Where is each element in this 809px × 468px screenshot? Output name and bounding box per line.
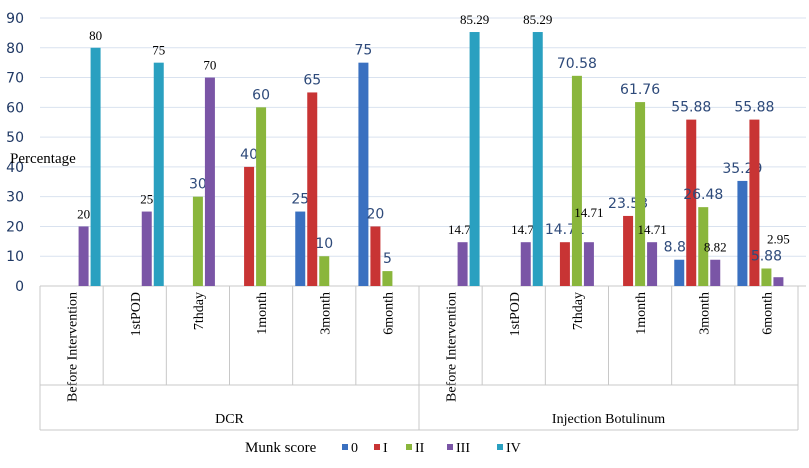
bar-0: [737, 180, 748, 286]
y-tick-label: 0: [15, 279, 24, 295]
x-tick-label: 3month: [318, 292, 333, 335]
bar-IV: [469, 32, 480, 287]
group-label: DCR: [215, 412, 244, 427]
y-tick-label: 70: [6, 71, 24, 87]
legend-swatch-I: [374, 444, 380, 450]
data-label: 40: [240, 147, 258, 163]
y-tick-label: 40: [6, 160, 24, 176]
data-label: 80: [89, 28, 102, 43]
data-label: 30: [189, 177, 207, 193]
data-label: 2.95: [767, 231, 790, 246]
x-tick-label: 1stPOD: [508, 292, 523, 336]
x-tick-label: Before Intervention: [66, 292, 81, 402]
data-label: 26.48: [683, 187, 723, 203]
x-tick-label: 6month: [760, 292, 775, 335]
bar-0: [674, 259, 685, 286]
data-label: 60: [252, 87, 270, 103]
bar-IV: [90, 47, 101, 287]
y-tick-label: 90: [6, 11, 24, 27]
data-label: 5.88: [751, 248, 782, 264]
y-axis-label: Percentage: [10, 151, 76, 167]
data-label: 14.71: [637, 222, 666, 237]
x-tick-label: 7thday: [192, 292, 207, 330]
legend-entry: 0: [351, 441, 358, 456]
legend-swatch-IV: [497, 444, 503, 450]
data-label: 75: [152, 43, 165, 58]
legend-entry: III: [456, 441, 470, 456]
bar-III: [710, 259, 721, 286]
x-tick-label: 1stPOD: [129, 292, 144, 336]
bar-II: [761, 268, 772, 286]
x-tick-label: 7thday: [571, 292, 586, 330]
data-label: 75: [355, 43, 373, 59]
bar-I: [307, 92, 318, 286]
data-label: 55.88: [671, 100, 711, 116]
bar-II: [571, 75, 582, 286]
data-label: 25: [291, 192, 309, 208]
bar-IV: [532, 32, 543, 287]
data-label: 85.29: [460, 12, 489, 27]
x-tick-label: 1month: [634, 292, 649, 335]
legend-swatch-III: [447, 444, 453, 450]
data-label: 55.88: [734, 100, 774, 116]
data-label: 85.29: [523, 12, 552, 27]
bar-I: [686, 119, 697, 286]
y-tick-label: 60: [6, 100, 24, 116]
bar-I: [623, 215, 634, 286]
bar-III: [204, 77, 215, 286]
bar-I: [749, 119, 760, 286]
data-label: 65: [303, 72, 321, 88]
bar-III: [583, 242, 594, 286]
group-label: Injection Botulinum: [552, 412, 665, 427]
data-label: 8.82: [704, 240, 727, 255]
bar-I: [559, 242, 570, 286]
data-label: 5: [383, 251, 392, 267]
bar-II: [256, 107, 267, 286]
bar-III: [78, 226, 89, 286]
bar-II: [382, 271, 393, 286]
y-tick-label: 50: [6, 130, 24, 146]
data-label: 20: [77, 206, 90, 221]
y-tick-label: 10: [6, 249, 24, 265]
y-tick-label: 80: [6, 41, 24, 57]
bar-II: [319, 256, 330, 286]
legend-swatch-II: [406, 444, 412, 450]
bar-III: [457, 242, 468, 286]
legend-entry: IV: [506, 441, 521, 456]
legend-swatch-0: [342, 444, 348, 450]
x-tick-label: 3month: [697, 292, 712, 335]
data-label: 61.76: [620, 82, 660, 98]
data-label: 70: [203, 58, 216, 73]
bar-IV: [153, 62, 164, 286]
y-tick-label: 20: [6, 219, 24, 235]
y-tick-label: 30: [6, 190, 24, 206]
data-label: 25: [140, 192, 153, 207]
bar-III: [773, 277, 784, 286]
bar-I: [370, 226, 381, 286]
bar-0: [358, 62, 369, 286]
bar-III: [647, 242, 658, 286]
data-label: 14.71: [574, 205, 603, 220]
bar-II: [192, 196, 203, 286]
data-label: 10: [315, 236, 333, 252]
x-tick-label: 1month: [255, 292, 270, 335]
bar-II: [698, 207, 709, 286]
legend-entry: II: [415, 441, 425, 456]
x-tick-label: Before Intervention: [445, 292, 460, 402]
legend-title: Munk score: [245, 440, 317, 456]
data-label: 70.58: [557, 56, 597, 72]
bar-III: [141, 211, 152, 286]
x-tick-label: 6month: [381, 292, 396, 335]
bar-III: [520, 242, 531, 286]
data-label: 20: [367, 206, 385, 222]
legend-entry: I: [383, 441, 388, 456]
bar-0: [295, 211, 306, 286]
bar-I: [244, 166, 255, 286]
bar-II: [635, 102, 646, 287]
